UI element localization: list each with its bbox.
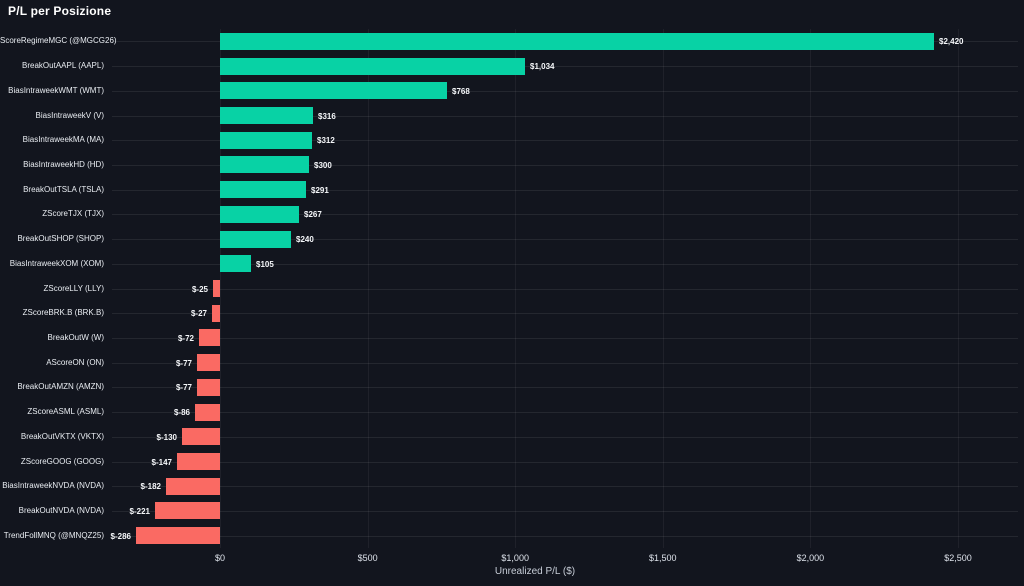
- bar-value-label: $-77: [175, 359, 192, 368]
- gridline-row: [112, 536, 1018, 537]
- gridline-row: [112, 363, 1018, 364]
- gridline-row: [112, 338, 1018, 339]
- bar-value-label: $-27: [190, 309, 207, 318]
- bar[interactable]: [182, 428, 220, 445]
- x-axis-tick-label: $1,000: [501, 553, 529, 563]
- bar[interactable]: [220, 132, 312, 149]
- bar[interactable]: [177, 453, 220, 470]
- gridline-row: [112, 140, 1018, 141]
- bar-value-label: $1,034: [530, 62, 555, 71]
- bar-value-label: $316: [318, 112, 336, 121]
- bar[interactable]: [199, 329, 220, 346]
- y-axis-category-label: BreakOutAAPL (AAPL): [22, 61, 104, 70]
- gridline-row: [112, 511, 1018, 512]
- y-axis-category-label: ZScoreTJX (TJX): [42, 209, 104, 218]
- bar-value-label: $-86: [173, 408, 190, 417]
- bar[interactable]: [212, 305, 220, 322]
- bar-value-label: $-221: [129, 507, 150, 516]
- gridline-row: [112, 313, 1018, 314]
- gridline-row: [112, 387, 1018, 388]
- gridline-row: [112, 289, 1018, 290]
- x-axis-tick-label: $1,500: [649, 553, 677, 563]
- bar-value-label: $-72: [177, 334, 194, 343]
- y-axis-category-label: BreakOutAMZN (AMZN): [17, 382, 104, 391]
- y-axis-category-label: ZScoreLLY (LLY): [43, 284, 104, 293]
- y-axis-category-label: BiasIntraweekHD (HD): [23, 160, 104, 169]
- bar-value-label: $300: [314, 161, 332, 170]
- gridline-vertical: [958, 29, 959, 548]
- gridline-row: [112, 190, 1018, 191]
- bar-value-label: $2,420: [939, 37, 964, 46]
- y-axis-category-label: ZScoreASML (ASML): [27, 407, 104, 416]
- bar[interactable]: [220, 33, 934, 50]
- gridline-row: [112, 486, 1018, 487]
- bar-value-label: $-147: [151, 458, 172, 467]
- bar[interactable]: [197, 354, 220, 371]
- bar[interactable]: [136, 527, 220, 544]
- gridline-row: [112, 66, 1018, 67]
- x-axis-tick-label: $0: [214, 553, 226, 563]
- bar-value-label: $-182: [140, 482, 161, 491]
- y-axis-category-label: BreakOutTSLA (TSLA): [23, 185, 104, 194]
- bar-value-label: $267: [304, 210, 322, 219]
- gridline-row: [112, 462, 1018, 463]
- chart-title: P/L per Posizione: [8, 4, 112, 18]
- y-axis-category-label: ZScoreGOOG (GOOG): [20, 457, 104, 466]
- bar-value-label: $-25: [191, 285, 208, 294]
- bar-value-label: $312: [317, 136, 335, 145]
- bar-value-label: $768: [452, 87, 470, 96]
- bar-value-label: $291: [311, 186, 329, 195]
- bar[interactable]: [220, 107, 313, 124]
- bar-value-label: $105: [256, 260, 274, 269]
- gridline-row: [112, 214, 1018, 215]
- x-axis-tick-label: $500: [357, 553, 378, 563]
- gridline-row: [112, 91, 1018, 92]
- bar[interactable]: [166, 478, 220, 495]
- gridline-row: [112, 116, 1018, 117]
- x-axis-tick-label: $2,000: [796, 553, 825, 563]
- y-axis-category-label: BreakOutSHOP (SHOP): [17, 234, 104, 243]
- bar[interactable]: [155, 502, 220, 519]
- gridline-row: [112, 264, 1018, 265]
- gridline-vertical: [367, 29, 369, 548]
- y-axis-category-label: TrendFollMNQ (@MNQZ25): [3, 531, 104, 540]
- y-axis-category-label: BreakOutW (W): [47, 333, 104, 342]
- bar[interactable]: [220, 206, 299, 223]
- gridline-vertical: [515, 29, 517, 548]
- bar[interactable]: [220, 231, 291, 248]
- gridline-vertical: [662, 29, 664, 548]
- y-axis-category-label: BreakOutNVDA (NVDA): [18, 506, 104, 515]
- bar-value-label: $-77: [175, 383, 192, 392]
- gridline-vertical: [220, 29, 221, 548]
- x-axis-tick-label: $2,500: [944, 553, 972, 563]
- y-axis-category-label: BreakOutVKTX (VKTX): [20, 432, 104, 441]
- bar[interactable]: [220, 82, 447, 99]
- bar-value-label: $-286: [110, 532, 131, 541]
- bar[interactable]: [220, 181, 306, 198]
- y-axis-category-label: BiasIntraweekMA (MA): [22, 135, 104, 144]
- y-axis-category-label: BiasIntraweekWMT (WMT): [8, 86, 104, 95]
- bar[interactable]: [220, 58, 525, 75]
- bar[interactable]: [197, 379, 220, 396]
- bar[interactable]: [220, 255, 251, 272]
- gridline-row: [112, 239, 1018, 240]
- bar[interactable]: [220, 156, 309, 173]
- bar-value-label: $240: [296, 235, 314, 244]
- y-axis-category-label: ZScoreBRK.B (BRK.B): [22, 308, 104, 317]
- gridline-row: [112, 165, 1018, 166]
- y-axis-category-label: ScoreRegimeMGC (@MGCG26): [0, 36, 117, 45]
- y-axis-category-label: BiasIntraweekNVDA (NVDA): [2, 481, 104, 490]
- gridline-row: [112, 437, 1018, 438]
- gridline-vertical: [810, 29, 812, 548]
- x-axis-title: Unrealized P/L ($): [494, 566, 576, 577]
- y-axis-category-label: BiasIntraweekV (V): [35, 111, 104, 120]
- gridline-row: [112, 412, 1018, 413]
- bar[interactable]: [195, 404, 220, 421]
- bar-value-label: $-130: [156, 433, 177, 442]
- y-axis-category-label: BiasIntraweekXOM (XOM): [9, 259, 104, 268]
- y-axis-category-label: AScoreON (ON): [46, 358, 104, 367]
- bar[interactable]: [213, 280, 220, 297]
